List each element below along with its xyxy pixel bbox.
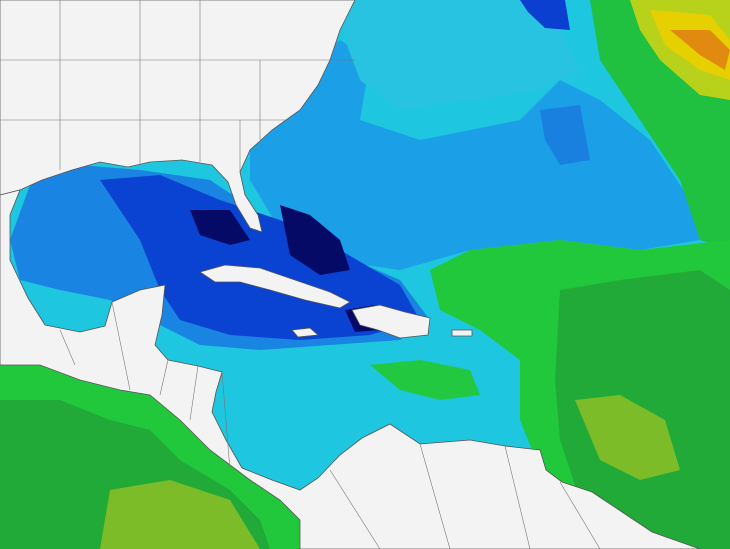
ocean-navy: [190, 210, 250, 245]
land-puerto-rico: [451, 329, 473, 337]
country-borders: [59, 301, 601, 549]
ocean-green: [370, 360, 480, 400]
state-borders: [0, 0, 355, 172]
ocean-yellow-green: [575, 395, 680, 480]
ocean-blue-patch: [540, 105, 590, 165]
ocean-light-cyan: [340, 0, 580, 110]
land-usa: [0, 0, 356, 233]
land-cuba: [199, 264, 351, 309]
ocean-navy: [280, 205, 350, 275]
ocean-yellow-green: [100, 480, 260, 549]
ocean-orange: [670, 30, 730, 70]
ocean-medium-blue: [250, 40, 700, 270]
land-hispaniola: [351, 304, 431, 339]
land-central-south-america: [0, 189, 701, 549]
ocean-blue-patch: [520, 0, 570, 30]
land-jamaica: [291, 327, 319, 338]
